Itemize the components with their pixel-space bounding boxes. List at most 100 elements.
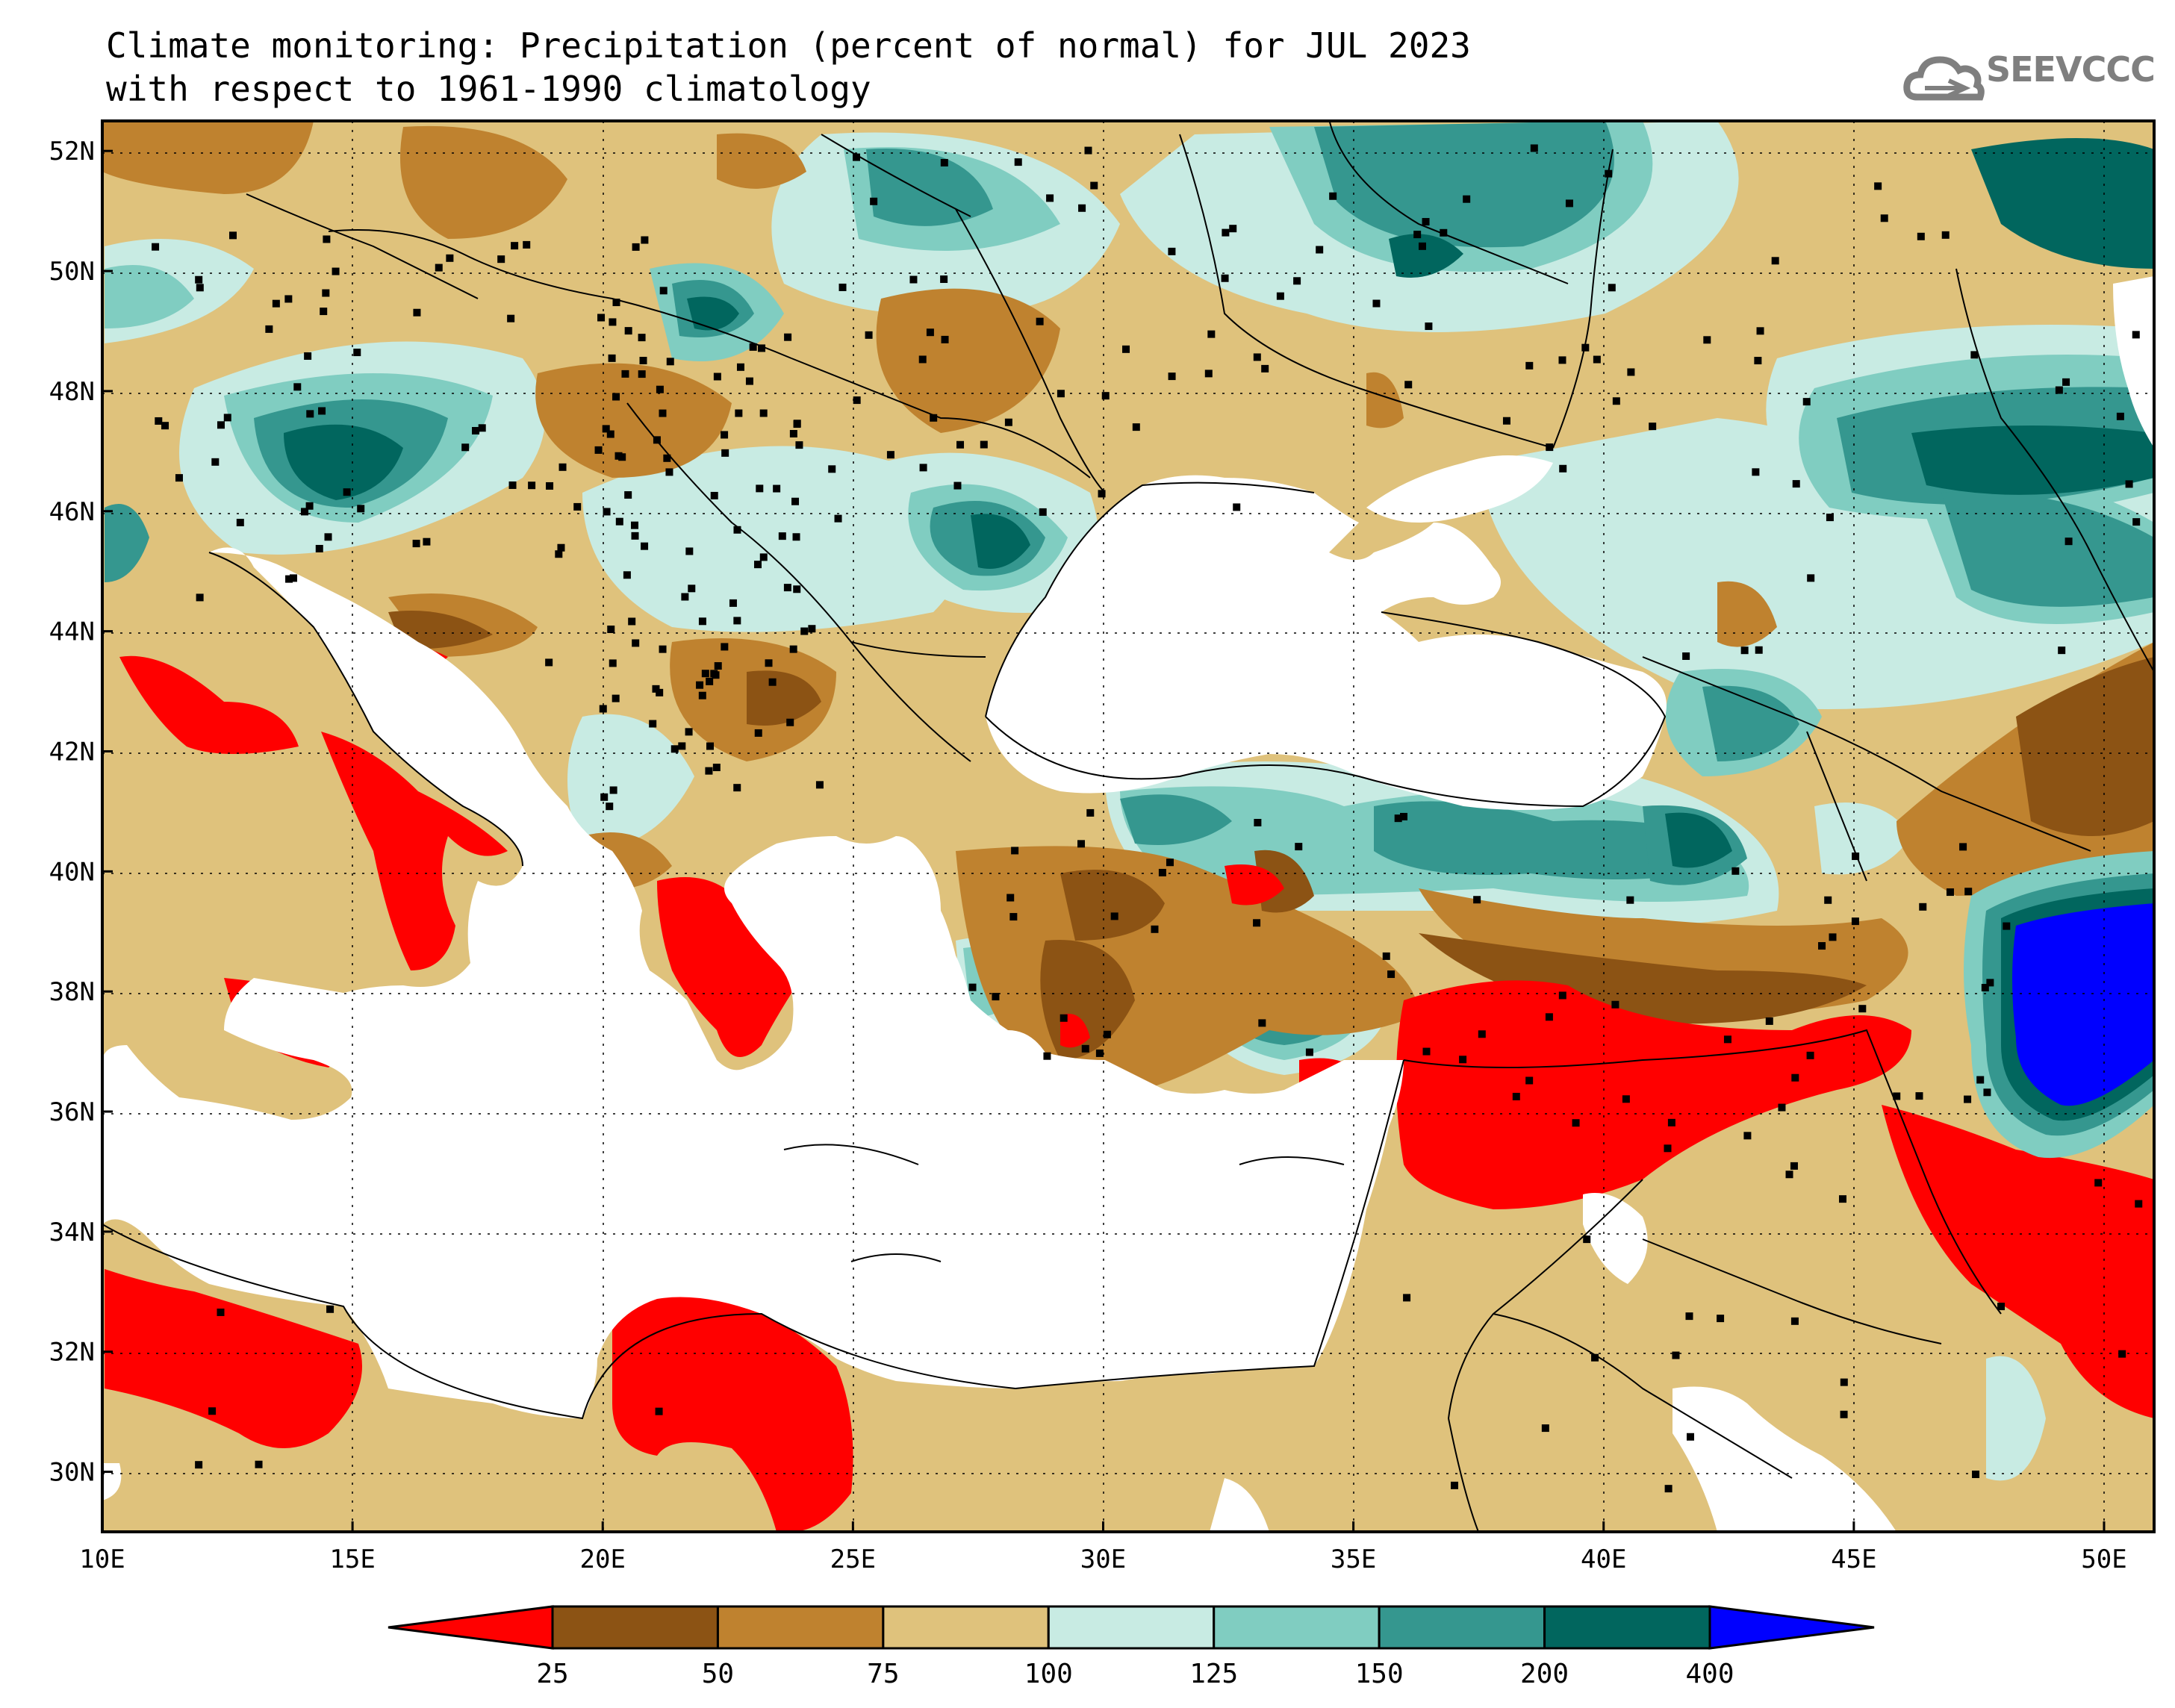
station-marker xyxy=(1591,1353,1599,1362)
station-marker xyxy=(1581,343,1590,352)
station-marker xyxy=(161,422,169,430)
station-marker xyxy=(285,575,293,583)
station-marker xyxy=(2116,412,2124,420)
station-marker xyxy=(628,617,636,626)
station-marker xyxy=(175,474,183,482)
station-marker xyxy=(318,407,326,415)
station-marker xyxy=(320,308,328,316)
station-marker xyxy=(1305,1048,1313,1056)
station-marker xyxy=(865,331,873,339)
station-marker xyxy=(1221,274,1229,282)
station-marker xyxy=(609,318,617,326)
station-marker xyxy=(508,481,517,489)
station-marker xyxy=(641,236,649,244)
lon-tick-label: 40E xyxy=(1581,1545,1626,1574)
station-marker xyxy=(1583,1235,1591,1244)
station-marker xyxy=(670,745,679,753)
station-marker xyxy=(792,533,800,541)
station-marker xyxy=(1941,231,1950,239)
station-marker xyxy=(272,299,280,308)
station-marker xyxy=(1258,1019,1266,1027)
station-marker xyxy=(1824,896,1832,904)
station-marker xyxy=(1915,1092,1923,1100)
station-marker xyxy=(800,627,809,635)
station-marker xyxy=(1946,888,1954,897)
station-marker xyxy=(714,662,722,670)
station-marker xyxy=(1425,322,1433,331)
station-marker xyxy=(557,543,565,552)
station-marker xyxy=(793,420,801,428)
station-marker xyxy=(1132,423,1140,431)
station-marker xyxy=(1057,390,1065,398)
station-marker xyxy=(681,593,689,601)
lon-tick-label: 50E xyxy=(2081,1545,2126,1574)
station-marker xyxy=(666,358,674,366)
station-marker xyxy=(696,681,704,689)
station-marker xyxy=(478,424,486,432)
station-marker xyxy=(1098,490,1106,498)
station-marker xyxy=(1802,398,1811,406)
station-marker xyxy=(1261,364,1269,373)
station-marker xyxy=(304,352,312,360)
station-marker xyxy=(1525,1076,1534,1085)
station-marker xyxy=(284,295,293,303)
station-marker xyxy=(756,484,764,493)
station-marker xyxy=(614,452,623,460)
station-marker xyxy=(735,409,743,417)
station-marker xyxy=(228,231,237,240)
station-marker xyxy=(1723,1035,1731,1044)
lon-tick-label: 20E xyxy=(580,1545,626,1574)
lat-tick-label: 38N xyxy=(49,977,95,1007)
station-marker xyxy=(152,243,160,251)
longitude-axis: 10E 15E 20E 25E 30E 35E 40E 45E 50E xyxy=(79,1521,2127,1574)
mediterranean-sea xyxy=(102,547,1404,1419)
station-marker xyxy=(413,308,421,317)
station-marker xyxy=(606,802,614,811)
station-marker xyxy=(783,584,791,592)
station-marker xyxy=(1095,1049,1104,1057)
station-marker xyxy=(332,267,340,275)
station-marker xyxy=(808,625,816,633)
station-marker xyxy=(1851,917,1859,926)
station-marker xyxy=(753,561,762,569)
colorbar-label: 125 xyxy=(1189,1659,1238,1689)
station-marker xyxy=(607,626,615,634)
latitude-axis: 30N 32N 34N 36N 38N 40N 42N 44N 46N 48N 50N 52N xyxy=(49,137,113,1488)
map-title: Climate monitoring: Precipitation (perce… xyxy=(106,25,1471,66)
station-marker xyxy=(1525,361,1534,370)
station-marker xyxy=(1976,1076,1985,1084)
station-marker xyxy=(236,518,244,526)
station-marker xyxy=(1664,1485,1673,1493)
station-marker xyxy=(599,705,607,713)
station-marker xyxy=(919,464,927,472)
lat-tick-label: 34N xyxy=(49,1218,95,1247)
station-marker xyxy=(698,617,706,626)
station-marker xyxy=(435,264,443,272)
station-marker xyxy=(638,370,646,378)
station-marker xyxy=(1530,144,1538,152)
station-marker xyxy=(712,671,720,679)
station-marker xyxy=(558,463,567,471)
station-marker xyxy=(1972,1470,1980,1478)
station-marker xyxy=(768,678,777,686)
station-marker xyxy=(655,1407,663,1415)
colorbar-label: 75 xyxy=(867,1659,899,1689)
station-marker xyxy=(754,729,762,737)
colorbar-box xyxy=(882,1605,1050,1650)
station-marker xyxy=(255,1460,263,1468)
station-marker xyxy=(1858,1005,1867,1013)
station-marker xyxy=(1122,345,1130,353)
station-marker xyxy=(1611,1000,1619,1009)
station-marker xyxy=(1686,1433,1694,1441)
station-marker xyxy=(1685,1312,1693,1321)
station-marker xyxy=(940,275,948,284)
station-marker xyxy=(528,481,536,490)
station-marker xyxy=(323,235,331,243)
station-marker xyxy=(653,436,661,444)
station-marker xyxy=(1046,194,1054,202)
station-marker xyxy=(789,645,797,653)
lat-tick-label: 36N xyxy=(49,1097,95,1127)
station-marker xyxy=(1959,843,1967,851)
station-marker xyxy=(1649,423,1657,431)
